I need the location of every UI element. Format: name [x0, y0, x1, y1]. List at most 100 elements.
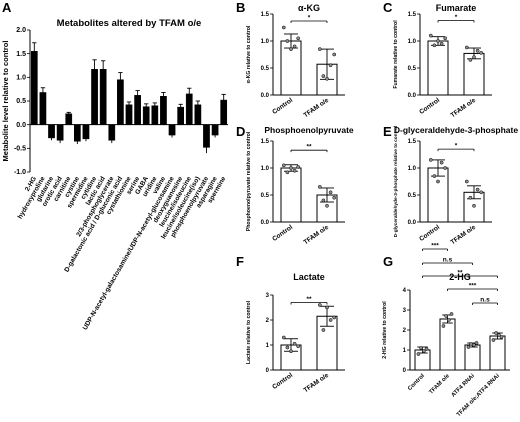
- data-point: [472, 343, 476, 347]
- data-point: [444, 314, 448, 318]
- significance-label: ***: [469, 283, 477, 290]
- data-point: [317, 47, 322, 51]
- chart-title: α-KG: [298, 3, 320, 13]
- bar: [427, 40, 449, 96]
- data-point: [422, 349, 426, 353]
- data-point: [325, 305, 329, 310]
- data-point: [332, 52, 337, 57]
- y-tick-label: -1.0: [14, 169, 26, 176]
- data-point: [328, 190, 333, 195]
- x-tick-label: Control: [271, 224, 294, 243]
- data-point: [281, 25, 286, 30]
- bar: [160, 96, 167, 125]
- x-tick-label: TFAM o/e;ATF4 RNAi: [456, 373, 501, 418]
- panel-b-chart: α-KG α-KG relative to control 0.0 0.5 1.0 1.5…: [246, 3, 345, 119]
- y-tick-label: 0.0: [408, 220, 417, 226]
- panel-label-a: A: [2, 0, 12, 15]
- panel-label-d: D: [236, 124, 245, 139]
- bar: [280, 167, 302, 223]
- data-point: [472, 203, 476, 208]
- y-axis-label: D-glyceraldehyde-3-phosphate relative to…: [393, 126, 399, 238]
- data-point: [494, 331, 498, 335]
- significance-label: **: [306, 144, 312, 151]
- data-point: [321, 328, 326, 332]
- data-point: [479, 51, 484, 55]
- data-point: [296, 36, 301, 41]
- y-tick-label: 0.5: [261, 193, 270, 199]
- y-tick-label: 1: [266, 343, 270, 349]
- significance-label: *: [455, 14, 458, 21]
- y-tick-label: 3: [403, 308, 407, 314]
- y-tick-label: 0.0: [16, 122, 26, 129]
- data-point: [436, 39, 440, 43]
- data-point: [317, 185, 322, 189]
- data-point: [432, 174, 437, 178]
- y-tick-label: 1.0: [261, 166, 270, 172]
- y-tick-label: 1.0: [408, 39, 417, 45]
- panel-e-chart: D-glyceraldehyde-3-phosphateD-glyceralde…: [393, 125, 518, 246]
- data-point: [317, 303, 322, 307]
- x-tick-label: TFAM o/e: [302, 372, 330, 395]
- panel-label-f: F: [236, 254, 244, 269]
- y-tick-label: 1.0: [16, 75, 26, 82]
- data-point: [296, 344, 301, 349]
- significance-label: **: [306, 296, 312, 303]
- x-tick-label: Control: [418, 224, 441, 243]
- significance-label: n.s: [480, 297, 490, 304]
- data-point: [439, 41, 444, 46]
- y-tick-label: 1.5: [408, 12, 417, 18]
- panel-label-g: G: [383, 254, 393, 269]
- x-tick-label: TFAM o/e: [302, 224, 330, 247]
- y-tick-label: 1.0: [261, 39, 270, 45]
- y-tick-label: 0.5: [16, 98, 26, 105]
- plots: Metabolites altered by TFAM o/e Metabolit…: [1, 3, 518, 418]
- data-point: [497, 333, 501, 337]
- data-point: [419, 346, 423, 350]
- bar: [125, 104, 133, 125]
- x-tick-label: TFAM o/e: [449, 97, 477, 120]
- data-point: [296, 165, 301, 169]
- data-point: [328, 63, 333, 68]
- y-tick-label: 2.0: [16, 27, 26, 34]
- data-point: [281, 163, 286, 168]
- x-tick-label: Control: [271, 97, 294, 116]
- data-point: [424, 347, 429, 351]
- data-point: [432, 43, 437, 48]
- data-point: [328, 318, 333, 322]
- y-tick-label: 1.5: [408, 139, 417, 145]
- data-point: [325, 203, 329, 208]
- data-point: [468, 195, 473, 200]
- panel-f-chart: Lactate Lactate relative to control 0 1 2 3 Co…: [246, 272, 345, 394]
- data-point: [416, 352, 421, 356]
- x-tick-label: TFAM o/e: [302, 97, 330, 120]
- data-point: [443, 166, 448, 170]
- x-tick-label: Control: [271, 372, 294, 391]
- chart-title: Lactate: [293, 272, 325, 282]
- bar: [39, 92, 47, 125]
- y-tick-label: 0.5: [261, 66, 270, 72]
- bar: [30, 51, 38, 125]
- y-axis-label: Lactate relative to control: [246, 300, 252, 364]
- bar: [463, 52, 485, 96]
- x-tick-label: Control: [418, 97, 441, 116]
- y-tick-label: 0.5: [408, 66, 417, 72]
- data-point: [289, 349, 293, 354]
- panel-label-c: C: [383, 0, 393, 15]
- data-point: [332, 195, 337, 200]
- y-tick-label: 1.5: [16, 51, 26, 58]
- y-tick-label: 1.5: [261, 139, 270, 145]
- data-point: [472, 55, 476, 60]
- y-axis-label: Metabolite level relative to control: [1, 41, 10, 162]
- y-tick-label: 0: [266, 368, 270, 374]
- data-point: [289, 166, 293, 170]
- data-point: [443, 36, 448, 41]
- y-tick-label: 1.5: [261, 12, 270, 18]
- data-point: [475, 187, 480, 192]
- data-point: [285, 39, 290, 43]
- x-tick-label: ATF4 RNAi: [451, 373, 477, 399]
- significance-label: n.s: [443, 257, 453, 264]
- data-point: [449, 312, 454, 316]
- chart-title: D-glyceraldehyde-3-phosphate: [394, 125, 518, 135]
- data-point: [464, 179, 469, 184]
